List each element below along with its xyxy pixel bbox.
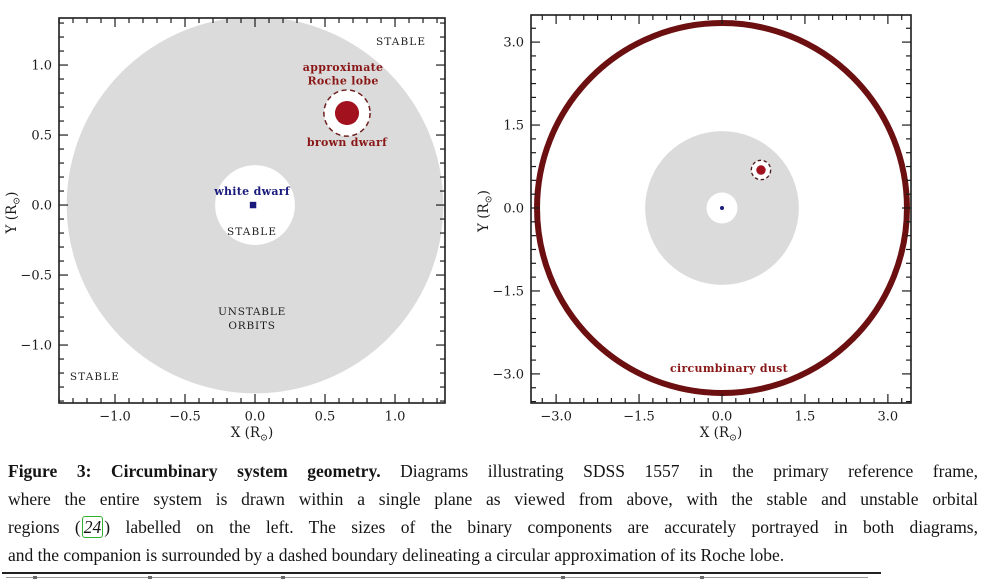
y-tick-label: 0.0 bbox=[503, 202, 524, 217]
y-tick-label: 1.5 bbox=[503, 119, 524, 134]
caption-line-2: where the entire system is drawn within … bbox=[8, 485, 978, 513]
caption-line-3: regions (24) labelled on the left. The s… bbox=[8, 513, 978, 541]
x-tick-label: 0.5 bbox=[315, 410, 336, 425]
stable-label-center: STABLE bbox=[227, 226, 277, 238]
caption-text: Diagrams illustrating SDSS 1557 in the p… bbox=[380, 461, 978, 481]
citation-24-link[interactable]: 24 bbox=[81, 516, 104, 538]
right-x-axis-label: X (R⊙) bbox=[700, 425, 743, 444]
x-tick-label: −1.5 bbox=[623, 410, 655, 425]
left-panel: −1.0 −0.5 0.0 0.5 1.0 −1.0 −0.5 0.0 0.5 1.0 X (R⊙)… bbox=[4, 17, 446, 444]
figure-caption: Figure 3: Circumbinary system geometry. … bbox=[0, 457, 986, 569]
brown-dwarf-marker bbox=[756, 165, 766, 175]
x-tick-label: −3.0 bbox=[540, 410, 572, 425]
x-tick-label: 1.0 bbox=[385, 410, 406, 425]
x-tick-label: −1.0 bbox=[99, 410, 131, 425]
unstable-orbits-label-line2: ORBITS bbox=[228, 320, 275, 332]
y-tick-label: 0.5 bbox=[31, 129, 52, 144]
x-tick-label: −0.5 bbox=[169, 410, 201, 425]
caption-text: ) labelled on the left. The sizes of the… bbox=[104, 517, 978, 537]
cropped-mark bbox=[561, 576, 565, 579]
right-tick-labels: −3.0 −1.5 0.0 1.5 3.0 −3.0 −1.5 0.0 1.5 3.0 bbox=[492, 36, 898, 425]
right-shapes bbox=[534, 20, 910, 396]
stable-label-bottom-left: STABLE bbox=[70, 371, 120, 383]
cropped-mark bbox=[700, 576, 704, 579]
horizontal-rule bbox=[2, 572, 881, 575]
cropped-mark bbox=[148, 576, 152, 579]
x-tick-label: 1.5 bbox=[795, 410, 816, 425]
y-tick-label: −1.5 bbox=[492, 284, 524, 299]
x-tick-label: 3.0 bbox=[878, 410, 899, 425]
y-tick-label: 1.0 bbox=[31, 59, 52, 74]
left-axes-frame bbox=[58, 17, 446, 404]
caption-text: where the entire system is drawn within … bbox=[8, 489, 978, 509]
y-tick-label: −3.0 bbox=[492, 367, 524, 382]
caption-text: regions ( bbox=[8, 517, 81, 537]
y-tick-label: −1.0 bbox=[20, 339, 52, 354]
x-tick-label: 0.0 bbox=[712, 410, 733, 425]
cropped-next-content-edge bbox=[6, 577, 868, 579]
right-axes-frame bbox=[530, 14, 912, 404]
right-axis-ticks bbox=[531, 15, 911, 403]
roche-lobe-label-line1: approximate bbox=[303, 61, 384, 74]
left-x-axis-label: X (R⊙) bbox=[231, 425, 274, 444]
roche-lobe-label-line2: Roche lobe bbox=[307, 74, 378, 87]
caption-text: and the companion is surrounded by a das… bbox=[8, 545, 785, 565]
right-y-axis-label: Y (R⊙) bbox=[476, 190, 495, 233]
brown-dwarf-label: brown dwarf bbox=[307, 136, 388, 149]
circumbinary-dust-label: circumbinary dust bbox=[670, 362, 789, 375]
figure-canvas: −1.0 −0.5 0.0 0.5 1.0 −1.0 −0.5 0.0 0.5 1.0 X (R⊙)… bbox=[4, 14, 912, 444]
right-panel: −3.0 −1.5 0.0 1.5 3.0 −3.0 −1.5 0.0 1.5 3.0 X (R⊙)… bbox=[476, 14, 912, 444]
stable-label-top-right: STABLE bbox=[376, 36, 426, 48]
left-tick-labels: −1.0 −0.5 0.0 0.5 1.0 −1.0 −0.5 0.0 0.5 1.0 bbox=[20, 59, 405, 425]
brown-dwarf-marker bbox=[334, 101, 360, 126]
cropped-mark bbox=[281, 576, 285, 579]
unstable-orbits-label-line1: UNSTABLE bbox=[218, 306, 286, 318]
left-axis-ticks bbox=[58, 18, 445, 403]
cropped-mark bbox=[33, 576, 37, 579]
caption-line-1: Figure 3: Circumbinary system geometry. … bbox=[8, 457, 978, 485]
y-tick-label: −0.5 bbox=[20, 269, 52, 284]
x-tick-label: 0.0 bbox=[245, 410, 266, 425]
white-dwarf-marker bbox=[249, 201, 257, 209]
left-y-axis-label: Y (R⊙) bbox=[4, 192, 23, 235]
y-tick-label: 0.0 bbox=[31, 199, 52, 214]
white-dwarf-label: white dwarf bbox=[213, 185, 291, 198]
left-shapes bbox=[66, 18, 444, 394]
caption-bold-lead: Figure 3: Circumbinary system geometry. bbox=[8, 461, 381, 481]
y-tick-label: 3.0 bbox=[503, 36, 524, 51]
white-dwarf-marker bbox=[720, 206, 724, 210]
caption-line-4: and the companion is surrounded by a das… bbox=[8, 541, 978, 569]
